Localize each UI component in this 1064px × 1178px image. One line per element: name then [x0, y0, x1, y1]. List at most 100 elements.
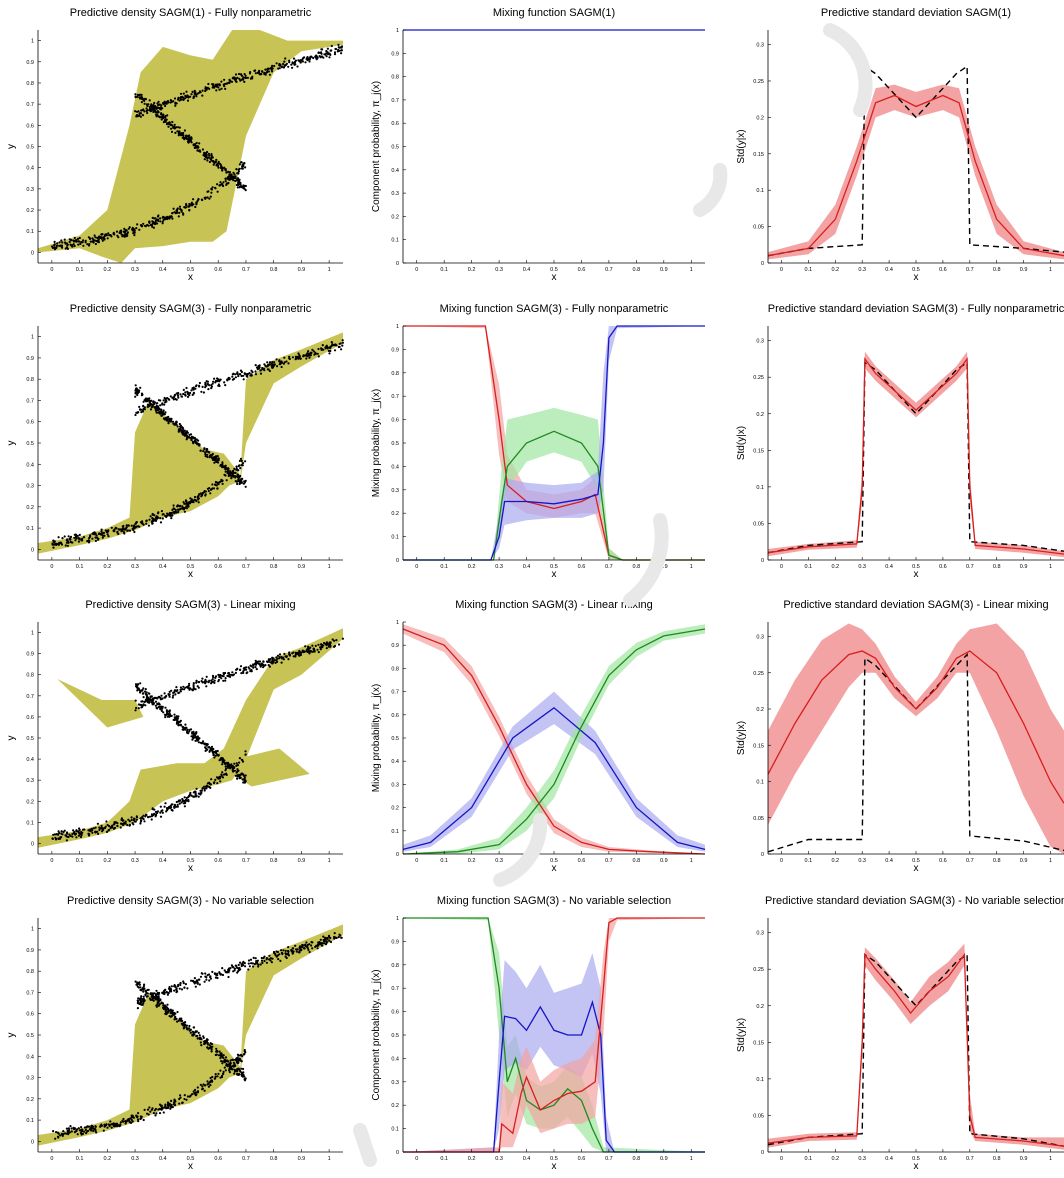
data-point — [217, 1072, 220, 1075]
x-tick-label: 0.2 — [831, 858, 839, 864]
data-point — [165, 400, 168, 403]
x-tick-label: 0.5 — [187, 564, 195, 570]
data-point — [304, 945, 307, 948]
data-point — [159, 811, 162, 814]
data-point — [113, 822, 116, 825]
data-point — [223, 85, 226, 88]
data-point — [170, 985, 173, 988]
data-point — [135, 392, 138, 395]
data-point — [244, 965, 247, 968]
data-point — [166, 806, 169, 810]
data-point — [190, 201, 193, 204]
data-point — [193, 790, 197, 793]
data-point — [187, 687, 190, 690]
mean-std-line — [767, 356, 1064, 555]
data-point — [314, 351, 317, 354]
data-point — [138, 981, 141, 984]
x-tick-label: 0.6 — [578, 1156, 586, 1162]
data-point — [218, 88, 221, 91]
series-band-blue — [403, 326, 705, 560]
data-point — [73, 236, 76, 239]
data-point — [213, 679, 216, 682]
data-point — [320, 48, 323, 51]
data-point — [137, 114, 140, 117]
data-point — [237, 72, 241, 76]
data-point — [60, 543, 64, 546]
data-point — [153, 101, 156, 105]
y-tick-label: 0.1 — [756, 1077, 764, 1083]
data-point — [250, 962, 253, 965]
data-point — [179, 508, 182, 511]
data-point — [195, 384, 198, 387]
data-point — [67, 535, 70, 538]
data-point — [221, 482, 224, 485]
data-point — [207, 1085, 210, 1088]
data-point — [142, 985, 145, 988]
data-point — [199, 975, 203, 978]
data-point — [220, 1060, 223, 1063]
data-point — [194, 441, 197, 444]
x-tick-label: 0.8 — [993, 564, 1001, 570]
data-point — [177, 126, 180, 129]
data-point — [219, 1054, 223, 1058]
data-point — [333, 932, 336, 935]
data-point — [173, 713, 176, 716]
data-point — [185, 799, 188, 802]
x-tick-label: 0.9 — [298, 858, 306, 864]
data-point — [139, 682, 142, 685]
data-point — [106, 823, 109, 827]
data-point — [141, 700, 144, 703]
data-point — [170, 1009, 173, 1012]
data-point — [229, 177, 232, 180]
data-point — [83, 1130, 86, 1133]
x-tick-label: 0.9 — [298, 1156, 306, 1162]
data-point — [204, 386, 207, 389]
data-point — [141, 520, 144, 523]
data-point — [211, 970, 214, 974]
data-point — [173, 211, 176, 214]
y-tick-label: 0.2 — [26, 505, 34, 511]
data-point — [119, 1121, 122, 1124]
data-point — [145, 109, 148, 113]
data-point — [236, 764, 240, 767]
data-point — [204, 746, 207, 749]
data-point — [189, 136, 192, 139]
true-std-line — [767, 953, 1064, 1147]
data-point — [164, 104, 167, 108]
data-point — [98, 828, 101, 832]
data-point — [207, 82, 210, 86]
data-point — [190, 979, 193, 982]
data-point — [106, 1126, 109, 1129]
data-point — [166, 993, 169, 996]
data-point — [224, 87, 227, 90]
data-point — [159, 815, 163, 818]
data-point — [257, 965, 260, 968]
data-point — [234, 1069, 237, 1072]
data-point — [188, 728, 191, 732]
data-point — [313, 649, 316, 652]
x-tick-label: 0.9 — [1020, 858, 1028, 864]
data-point — [132, 1116, 135, 1119]
data-point — [141, 114, 145, 117]
data-point — [333, 644, 337, 648]
y-tick-label: 0.1 — [391, 829, 399, 835]
data-point — [152, 999, 155, 1002]
data-point — [148, 997, 151, 1000]
data-point — [192, 198, 195, 201]
data-point — [156, 222, 159, 225]
data-point — [321, 942, 324, 945]
data-point — [261, 662, 264, 665]
data-point — [211, 382, 214, 385]
data-point — [320, 52, 323, 55]
data-point — [182, 1027, 185, 1030]
data-point — [329, 49, 332, 52]
data-point — [215, 455, 218, 458]
chart-title: Predictive density SAGM(3) - No variable… — [67, 895, 314, 907]
data-point — [142, 408, 145, 411]
data-point — [231, 1068, 234, 1071]
data-point — [174, 1100, 177, 1103]
y-axis-label: Component probability, π_j(x) — [371, 969, 382, 1100]
y-tick-label: 0.5 — [391, 145, 399, 151]
data-point — [173, 718, 176, 722]
data-point — [341, 637, 344, 640]
